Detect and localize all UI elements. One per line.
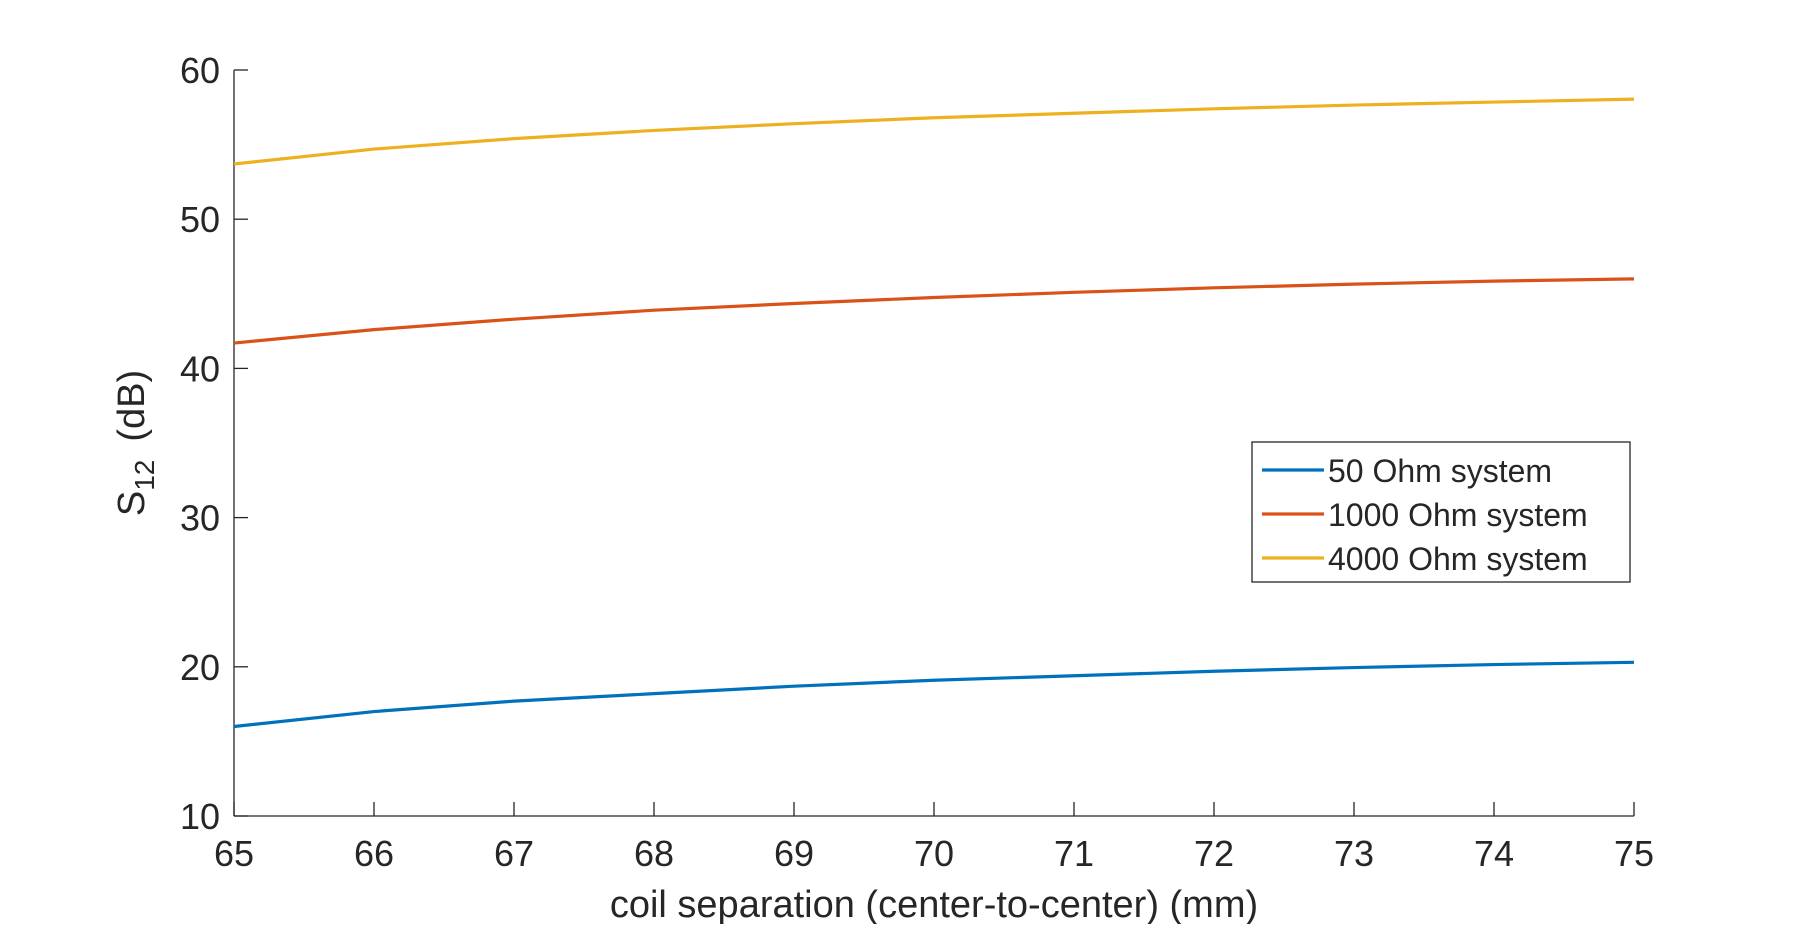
y-axis-label-subscript: 12 (129, 460, 160, 491)
legend: 50 Ohm system 1000 Ohm system 4000 Ohm sys… (1251, 441, 1631, 583)
y-tick-label: 10 (180, 796, 220, 837)
y-axis-label-main: S (111, 491, 153, 516)
x-tick-label: 67 (494, 833, 534, 874)
series-line-3 (233, 97, 1635, 166)
y-tick-label: 60 (180, 50, 220, 91)
series-group (233, 97, 1635, 729)
x-tick-label: 69 (774, 833, 814, 874)
x-tick-label: 65 (214, 833, 254, 874)
axes (233, 69, 1635, 817)
legend-label-2: 1000 Ohm system (1328, 497, 1588, 533)
series-line-2 (233, 277, 1635, 345)
x-tick-label: 66 (354, 833, 394, 874)
x-tick-label: 68 (634, 833, 674, 874)
x-tick-label: 74 (1474, 833, 1514, 874)
x-tick-label: 73 (1334, 833, 1374, 874)
tick-labels: 65 66 67 68 69 70 71 72 73 74 75 10 20 30 40 50 60 (180, 50, 1654, 874)
x-tick-label: 71 (1054, 833, 1094, 874)
y-axis-label-unit: (dB) (111, 370, 153, 442)
y-tick-label: 40 (180, 348, 220, 389)
y-tick-label: 30 (180, 498, 220, 539)
x-tick-label: 70 (914, 833, 954, 874)
legend-label-3: 4000 Ohm system (1328, 541, 1588, 577)
x-tick-label: 72 (1194, 833, 1234, 874)
series-line-1 (233, 660, 1635, 729)
y-tick-label: 50 (180, 199, 220, 240)
x-tick-label: 75 (1614, 833, 1654, 874)
x-axis-label: coil separation (center-to-center) (mm) (610, 884, 1258, 924)
y-tick-label: 20 (180, 647, 220, 688)
y-axis-label: S12 (dB) (111, 370, 160, 516)
legend-label-1: 50 Ohm system (1328, 453, 1552, 489)
